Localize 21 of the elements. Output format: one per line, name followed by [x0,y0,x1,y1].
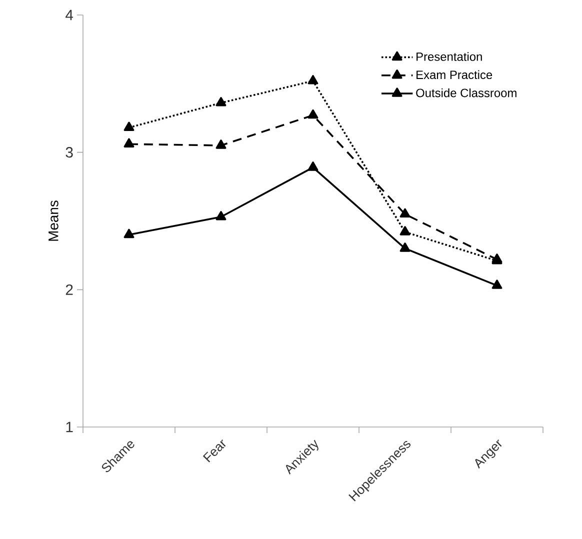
point [216,140,226,149]
point [400,226,410,236]
legend-label: Presentation [416,52,482,61]
point [216,211,226,220]
legend-label: Exam Practice [416,70,492,80]
y-tick-label: 2 [66,284,73,295]
point [124,122,134,131]
point [216,97,226,106]
y-tick-label: 1 [66,422,73,432]
y-tick-label: 3 [66,147,73,158]
y-axis-title: Means [48,200,58,241]
legend-label: Outside Classroom [416,88,516,98]
point [400,208,410,218]
point [124,138,134,148]
point [492,280,502,289]
point [308,109,318,119]
point [124,228,134,238]
y-tick-label: 4 [66,10,74,20]
point [308,162,318,171]
point [308,75,318,84]
point [400,242,410,252]
